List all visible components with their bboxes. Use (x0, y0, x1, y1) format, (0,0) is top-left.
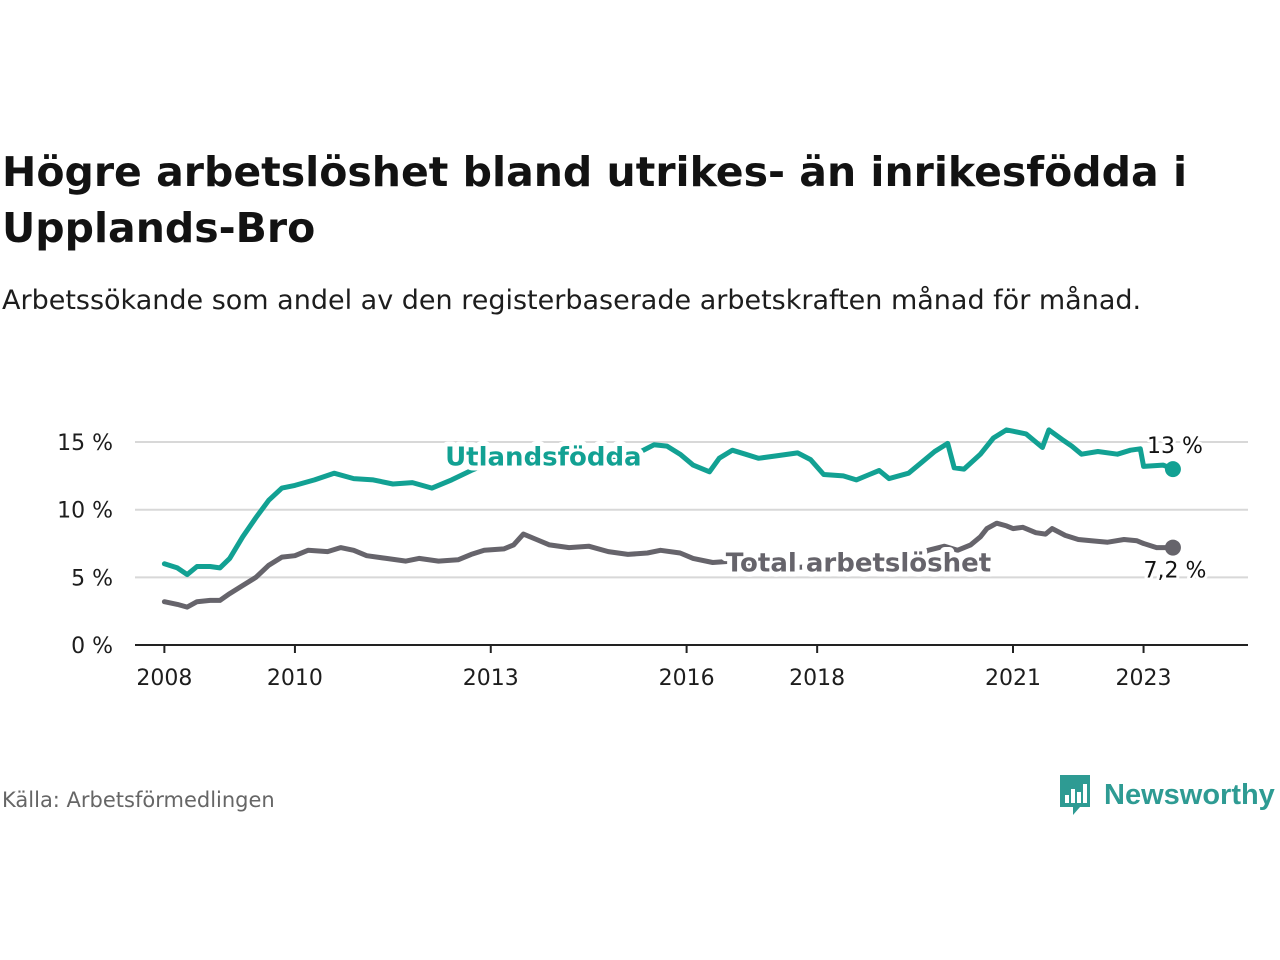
newsworthy-logo-icon (1060, 775, 1090, 815)
y-tick-label: 15 % (57, 431, 113, 456)
x-tick-label: 2016 (659, 666, 715, 691)
end-value-label-total: 7,2 % (1143, 559, 1206, 584)
gridlines (135, 441, 1248, 646)
x-axis-ticks: 2008 2010 2013 2016 2018 2021 2023 (136, 645, 1172, 691)
series-line-total (161, 520, 1176, 610)
chart-title: Högre arbetslöshet bland utrikes- än inr… (2, 148, 1187, 252)
line-chart: 0 %5 %10 %15 % 2008 2010 2013 2016 2018 2021 2… (57, 427, 1248, 691)
x-tick-label: 2013 (463, 666, 519, 691)
x-tick-label: 2023 (1116, 666, 1172, 691)
x-tick-label: 2010 (267, 666, 323, 691)
series-label-utlandsfodda: Utlandsfödda (445, 443, 642, 473)
series-line-utlandsfodda (161, 427, 1176, 578)
newsworthy-logo: Newsworthy (1058, 772, 1275, 818)
end-value-label-utlandsfodda: 13 % (1147, 434, 1203, 459)
series-lines (161, 427, 1181, 610)
brand-name: Newsworthy (1104, 778, 1275, 811)
series-end-point (1164, 539, 1181, 556)
x-tick-label: 2008 (136, 666, 192, 691)
x-tick-label: 2021 (985, 666, 1041, 691)
chart-subtitle: Arbetssökande som andel av den registerb… (2, 285, 1142, 316)
series-labels: Utlandsfödda Total arbetslöshet 13 % 7,2 % (440, 431, 1209, 586)
series-label-total: Total arbetslöshet (726, 548, 991, 578)
y-tick-label: 0 % (71, 634, 113, 659)
y-axis-ticks: 0 % 5 % 10 % 15 % (57, 431, 113, 659)
y-tick-label: 5 % (71, 566, 113, 591)
source-note: Källa: Arbetsförmedlingen (2, 788, 275, 812)
series-end-point (1164, 461, 1181, 478)
y-tick-label: 10 % (57, 499, 113, 524)
x-tick-label: 2018 (789, 666, 845, 691)
